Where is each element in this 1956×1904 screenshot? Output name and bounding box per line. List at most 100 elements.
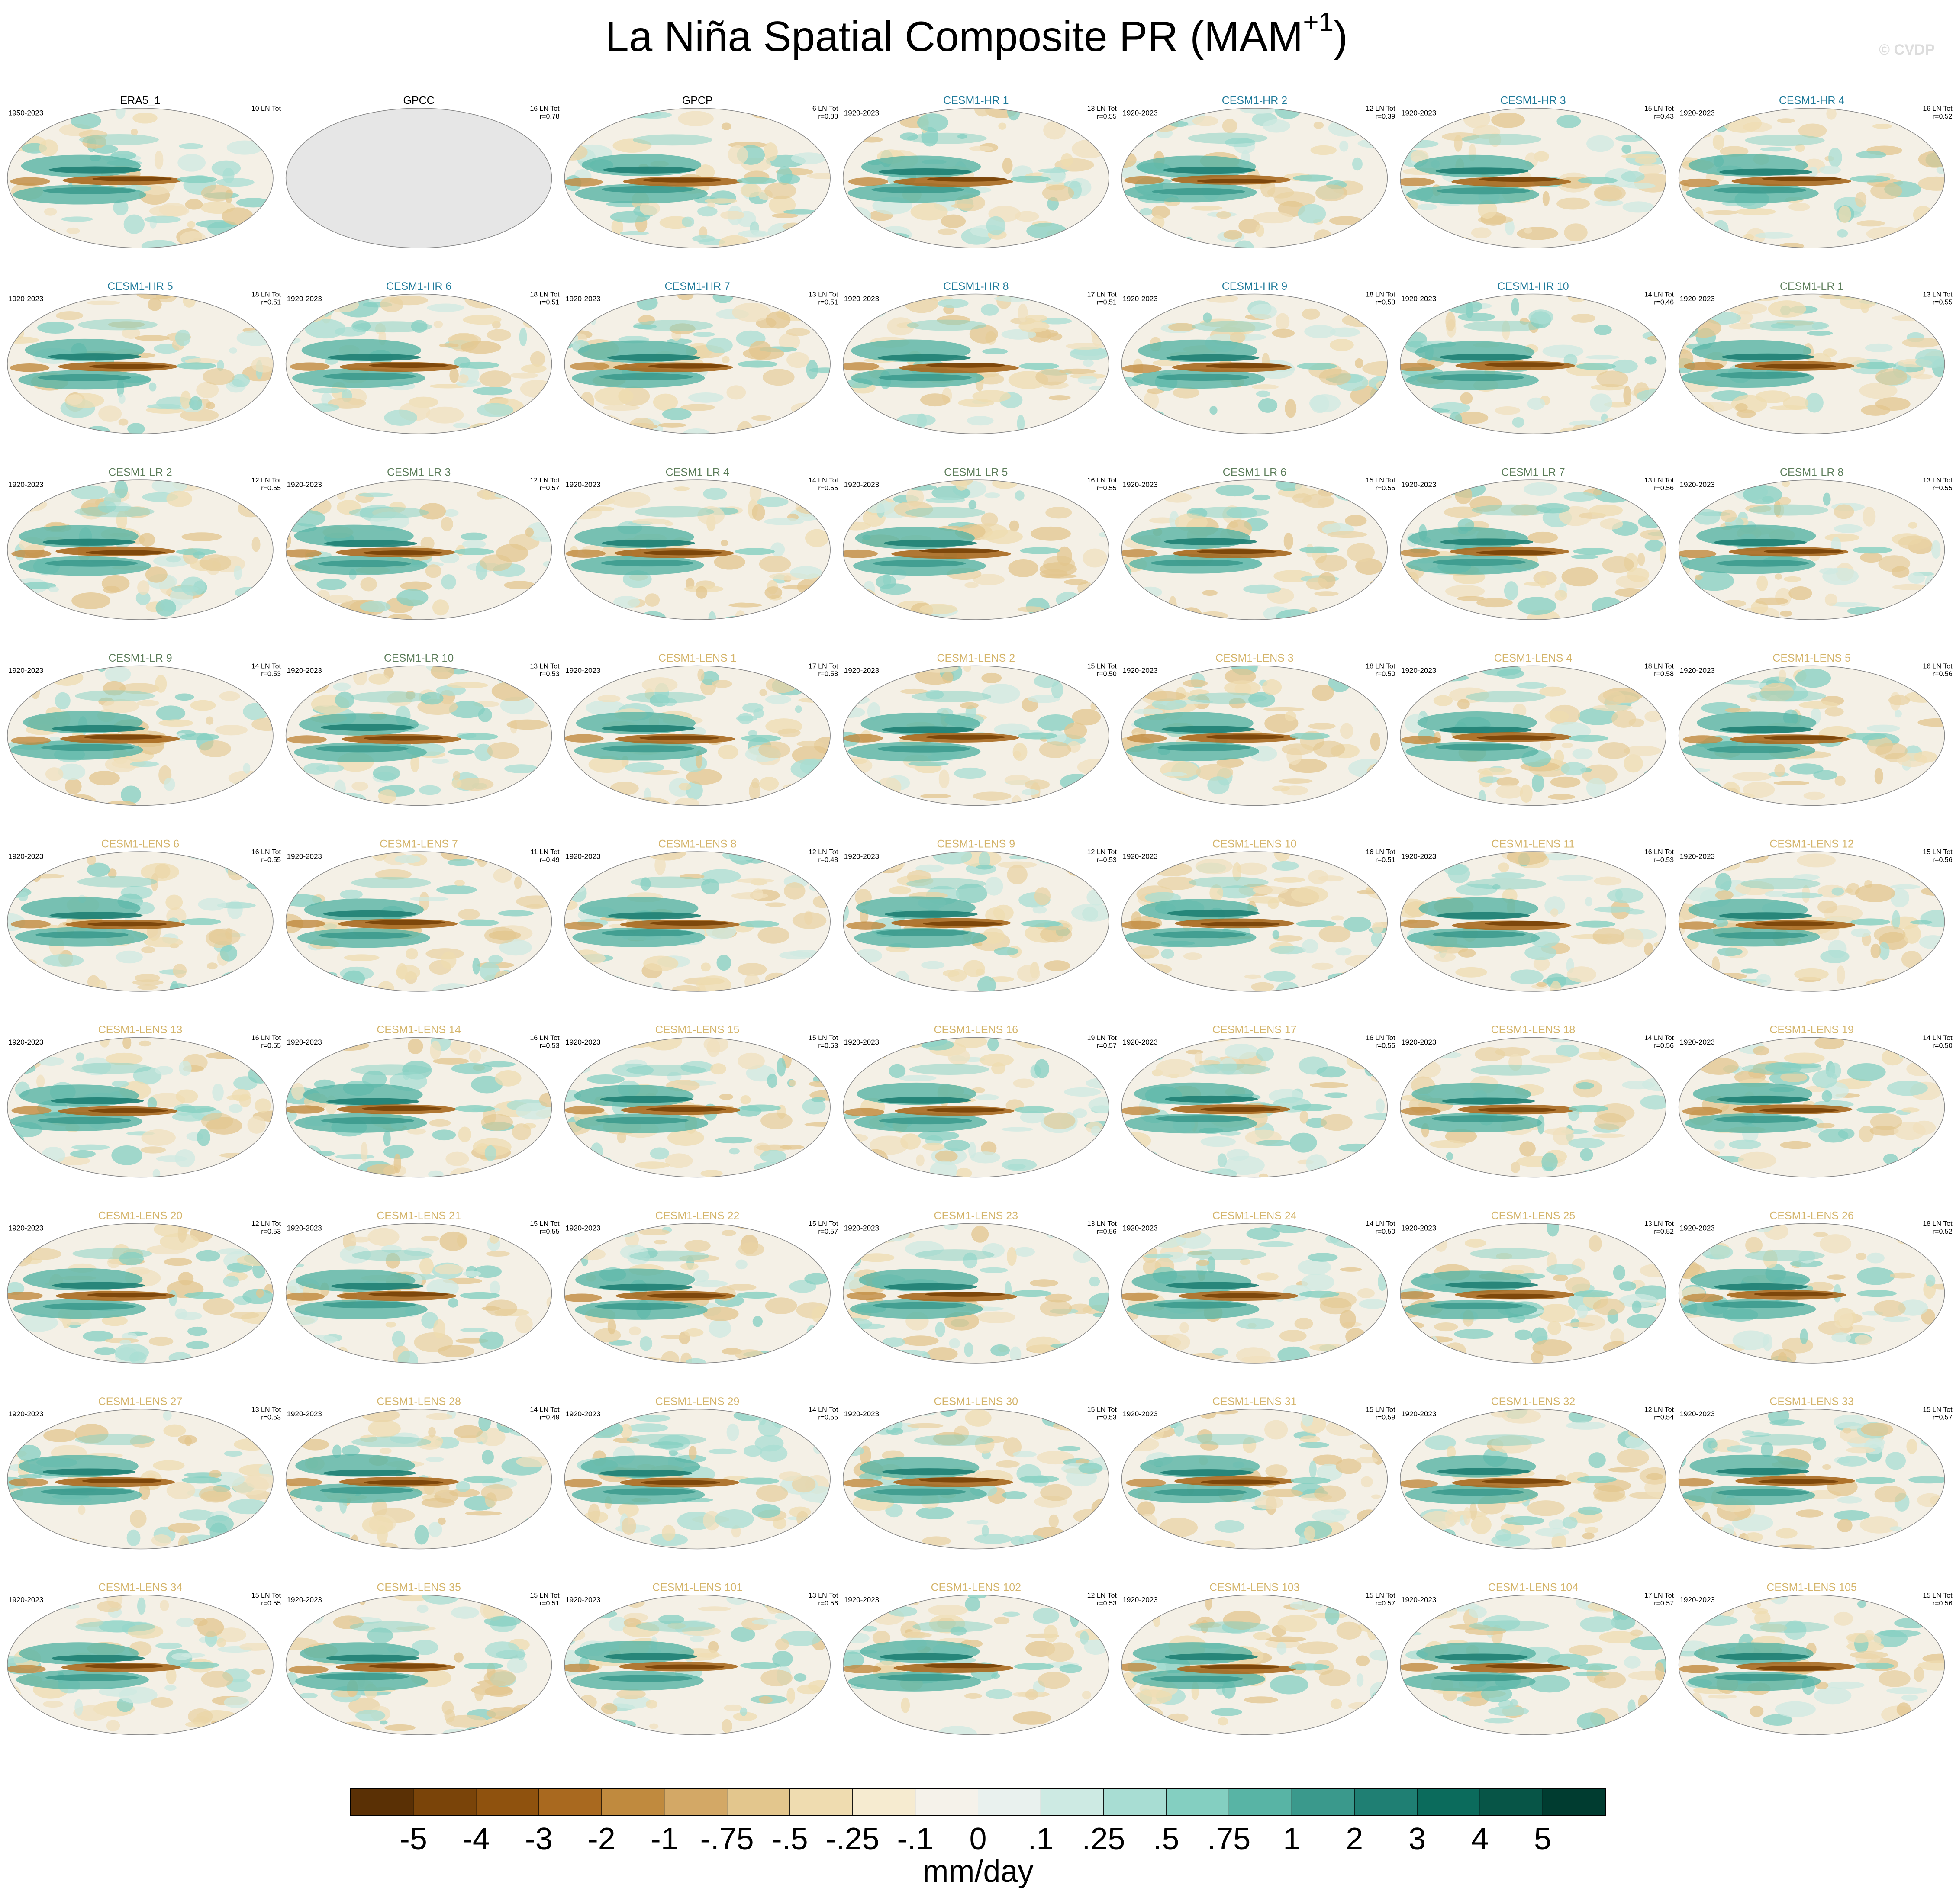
map-pattern bbox=[1335, 1458, 1362, 1474]
map-pattern bbox=[1539, 575, 1547, 589]
map-pattern bbox=[592, 1353, 610, 1363]
map-pattern bbox=[1309, 1344, 1347, 1351]
map-pattern bbox=[62, 794, 97, 806]
map-pattern bbox=[226, 1679, 251, 1692]
map-pattern bbox=[1129, 416, 1161, 434]
map-pattern bbox=[786, 328, 810, 336]
map-outline bbox=[1678, 851, 1945, 992]
map-pattern bbox=[1012, 1451, 1037, 1458]
map-pattern bbox=[139, 1040, 151, 1047]
map-pattern bbox=[878, 374, 972, 381]
map-pattern bbox=[1149, 517, 1176, 524]
map-pattern bbox=[1143, 391, 1159, 410]
panel-period: 1920-2023 bbox=[287, 666, 322, 675]
map-pattern bbox=[1498, 862, 1509, 872]
map-pattern bbox=[1406, 1048, 1422, 1067]
panel-period: 1920-2023 bbox=[844, 852, 879, 860]
map-pattern bbox=[943, 1223, 959, 1230]
map-pattern bbox=[148, 382, 157, 392]
map-pattern bbox=[52, 1282, 145, 1289]
map-pattern bbox=[1888, 695, 1910, 706]
map-pattern bbox=[247, 784, 255, 792]
map-pattern bbox=[539, 1092, 552, 1107]
map-pattern bbox=[291, 1083, 305, 1100]
panel-correlation: r=0.57 bbox=[1097, 1042, 1117, 1050]
map-pattern bbox=[1334, 294, 1371, 302]
map-pattern bbox=[942, 672, 954, 684]
panel-period: 1920-2023 bbox=[565, 1224, 600, 1232]
map-pattern bbox=[1692, 207, 1704, 226]
map-pattern bbox=[915, 864, 944, 872]
map-pattern bbox=[82, 1478, 162, 1484]
map-pattern bbox=[1445, 1129, 1477, 1144]
panel-count: 12 LN Tot bbox=[809, 849, 838, 856]
map-pattern bbox=[524, 871, 549, 878]
map-pattern bbox=[1289, 732, 1330, 740]
map-pattern bbox=[168, 1522, 200, 1533]
map bbox=[1121, 852, 1388, 991]
map-pattern bbox=[286, 549, 322, 558]
map-pattern bbox=[1315, 554, 1347, 572]
map-outline bbox=[1678, 1223, 1945, 1364]
map-pattern bbox=[1400, 177, 1435, 187]
map-pattern bbox=[1924, 608, 1945, 616]
map-pattern bbox=[1484, 921, 1565, 926]
map-pattern bbox=[1568, 1138, 1605, 1148]
map-pattern bbox=[1609, 294, 1646, 309]
map-pattern bbox=[209, 1470, 222, 1478]
map-pattern bbox=[318, 560, 411, 567]
map-pattern bbox=[227, 669, 243, 682]
map-pattern bbox=[453, 771, 461, 780]
map-pattern bbox=[630, 876, 711, 888]
map-pattern bbox=[87, 300, 120, 305]
map bbox=[7, 1037, 273, 1177]
panel-period: 1920-2023 bbox=[287, 1410, 322, 1418]
map-pattern bbox=[1875, 397, 1911, 411]
map-pattern bbox=[1914, 374, 1933, 380]
map-pattern bbox=[1190, 1063, 1270, 1075]
map-pattern bbox=[1186, 1249, 1267, 1260]
map-pattern bbox=[369, 363, 449, 368]
map-pattern bbox=[1316, 1359, 1354, 1363]
map-pattern bbox=[127, 423, 145, 434]
map-pattern bbox=[843, 734, 883, 743]
map-pattern bbox=[564, 1246, 580, 1259]
map-pattern bbox=[1720, 726, 1813, 733]
map-pattern bbox=[1262, 1489, 1303, 1498]
map-pattern bbox=[478, 708, 492, 722]
map-pattern bbox=[227, 865, 245, 881]
map-pattern bbox=[184, 852, 226, 861]
map-pattern bbox=[543, 1622, 552, 1627]
map-pattern bbox=[407, 1128, 426, 1135]
map-pattern bbox=[728, 1148, 740, 1155]
map-pattern bbox=[1437, 187, 1530, 195]
map-pattern bbox=[463, 1476, 503, 1483]
map-pattern bbox=[220, 945, 238, 962]
map-pattern bbox=[1865, 343, 1893, 353]
panel-period: 1920-2023 bbox=[1401, 109, 1436, 117]
map-pattern bbox=[1042, 184, 1074, 202]
map-pattern bbox=[1679, 226, 1692, 244]
map-pattern bbox=[628, 1423, 668, 1433]
map-pattern bbox=[765, 695, 791, 704]
map-pattern bbox=[1782, 892, 1823, 898]
map-pattern bbox=[1539, 686, 1566, 697]
map-pattern bbox=[1357, 139, 1387, 148]
map-pattern bbox=[1175, 483, 1200, 490]
map-pattern bbox=[878, 1051, 886, 1058]
map-pattern bbox=[7, 1605, 18, 1619]
map-pattern bbox=[905, 507, 986, 518]
map-pattern bbox=[1714, 1158, 1722, 1177]
map-pattern bbox=[1349, 1540, 1364, 1549]
map bbox=[7, 852, 273, 991]
map-pattern bbox=[1713, 539, 1807, 546]
map-pattern bbox=[240, 981, 273, 990]
map-pattern bbox=[1837, 1496, 1862, 1504]
map-pattern bbox=[1267, 898, 1279, 909]
map-pattern bbox=[151, 1697, 174, 1708]
map-pattern bbox=[1624, 183, 1656, 189]
map-pattern bbox=[1093, 1312, 1106, 1318]
